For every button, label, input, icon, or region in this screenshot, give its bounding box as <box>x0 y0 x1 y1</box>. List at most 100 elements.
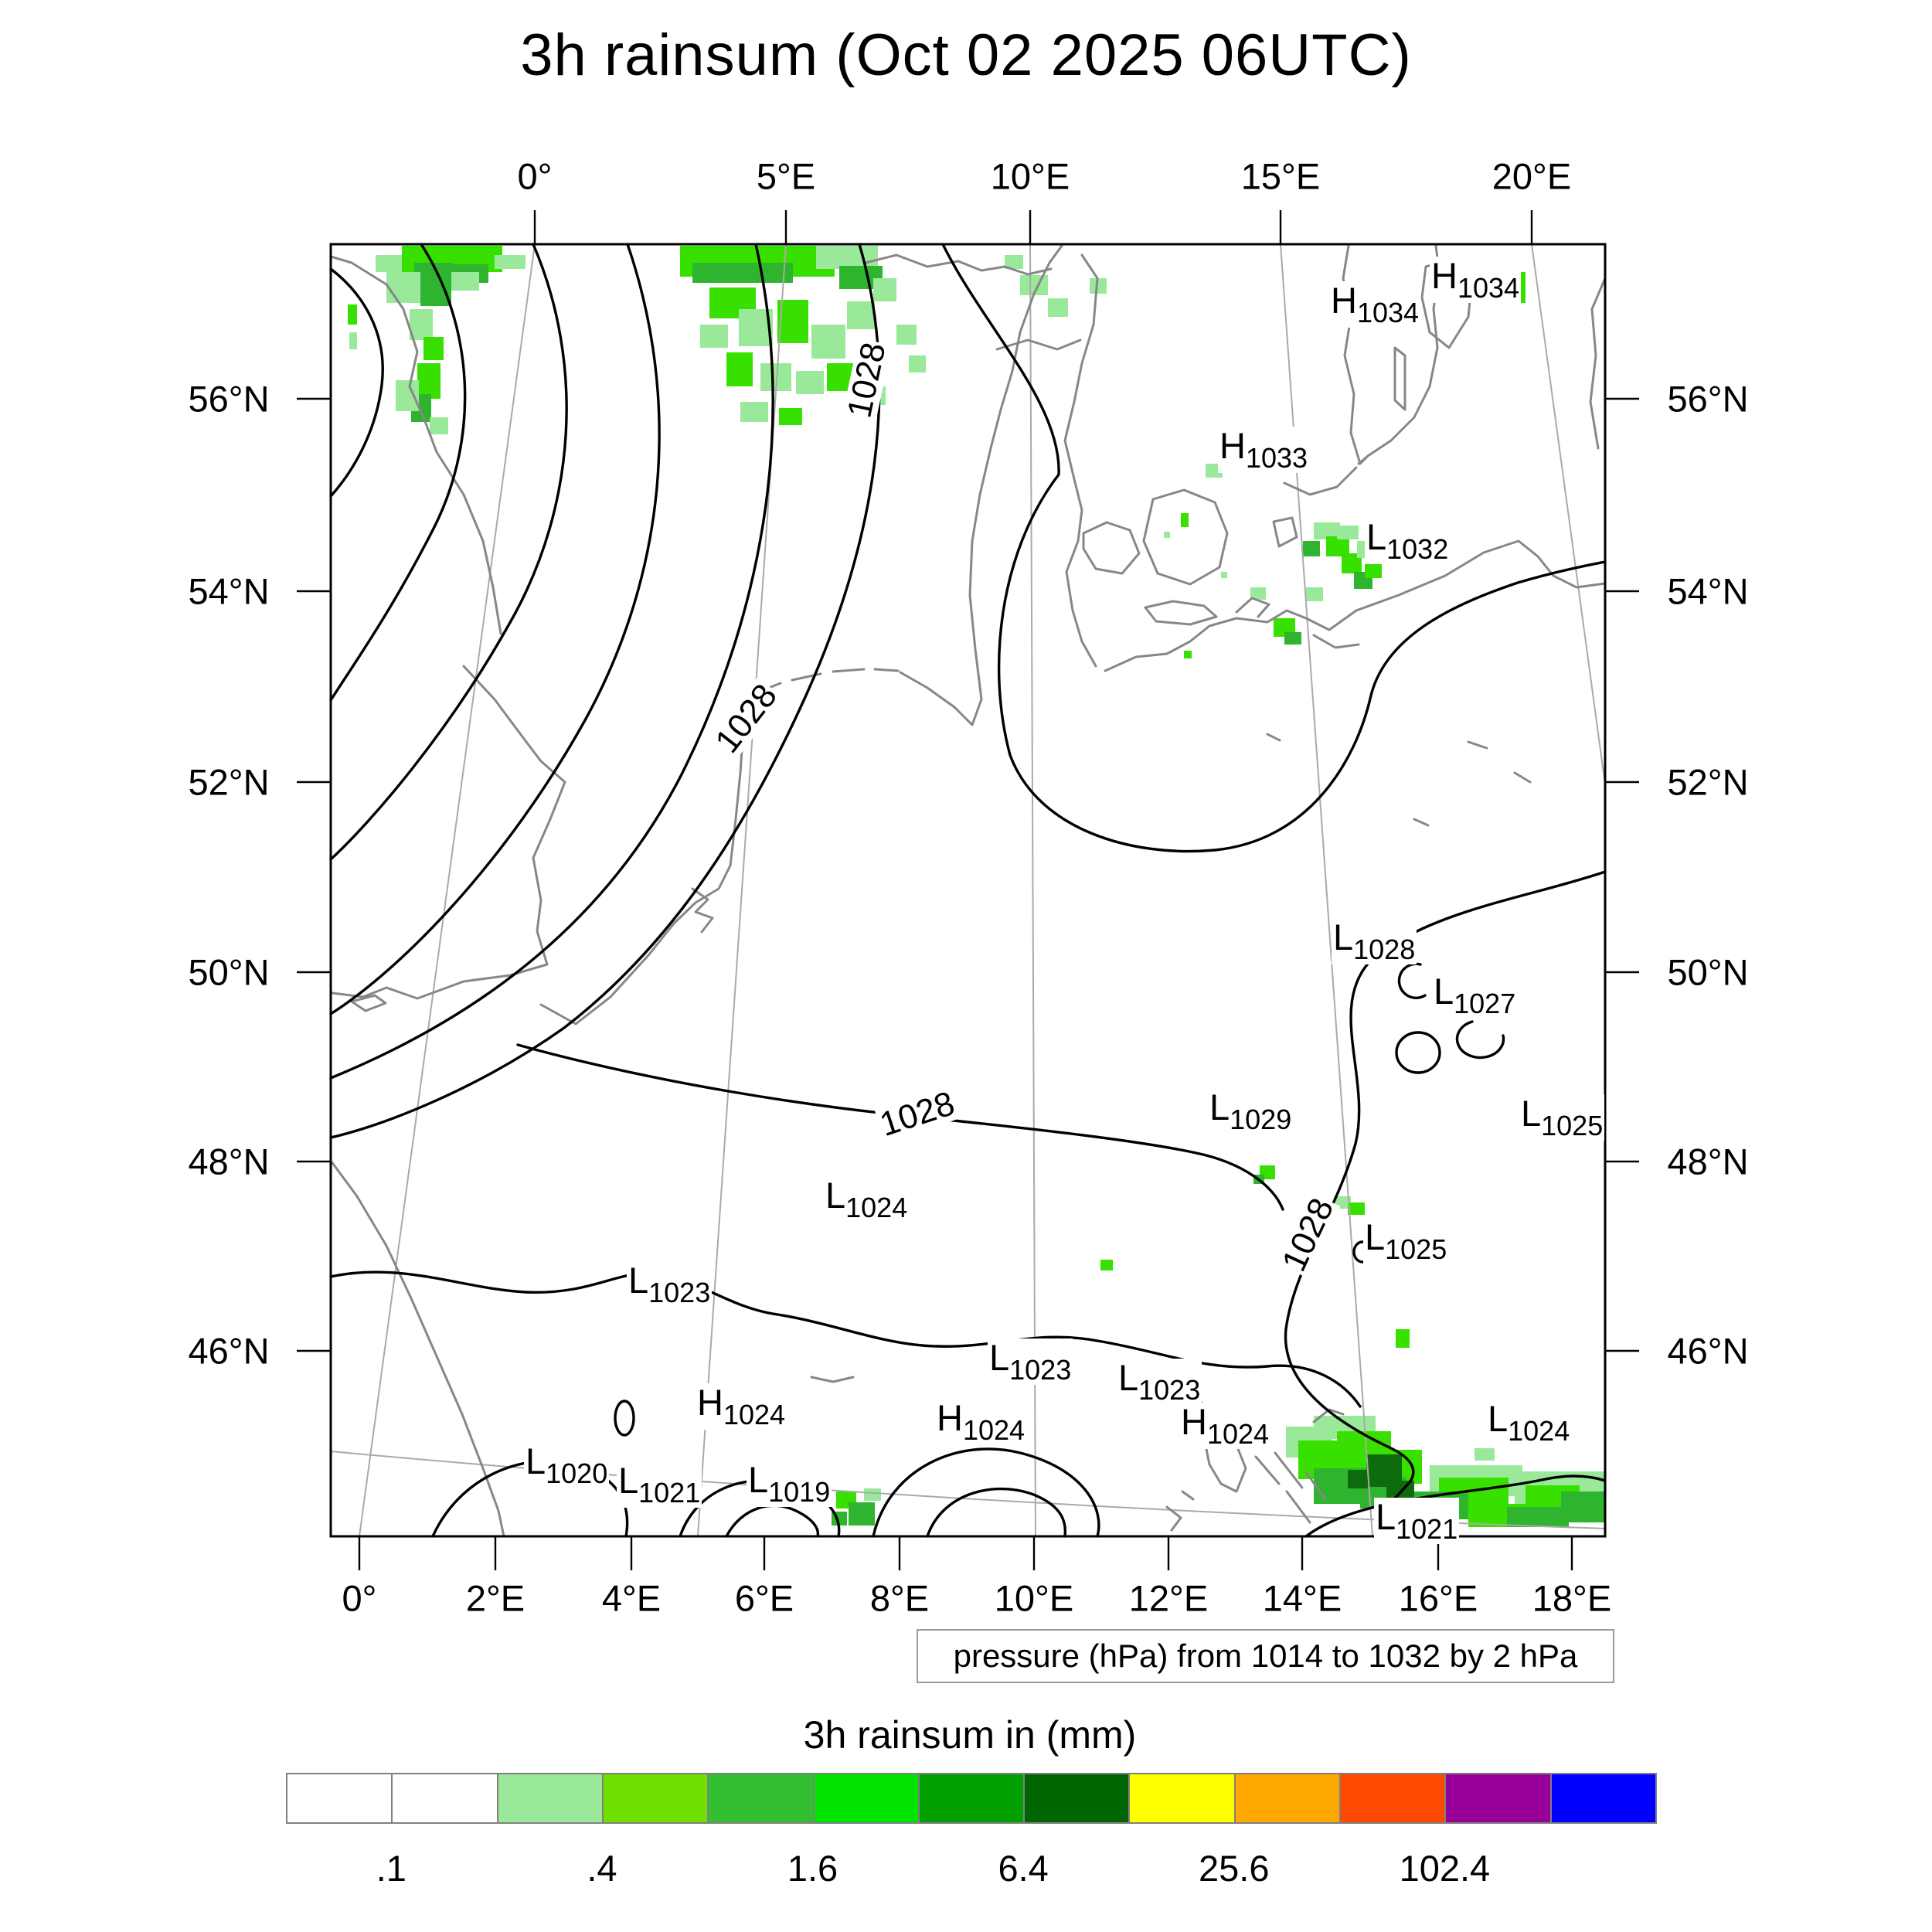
rain-cell <box>1164 532 1170 538</box>
colorbar-tick-label: 102.4 <box>1399 1848 1491 1889</box>
right-axis-label: 56°N <box>1667 378 1749 420</box>
left-axis-label: 54°N <box>188 570 270 612</box>
rain-cell <box>896 325 917 345</box>
colorbar-cell <box>1444 1773 1552 1824</box>
rain-cell <box>1475 1448 1495 1461</box>
pressure-center-value: 1024 <box>723 1399 786 1430</box>
pressure-center-value: 1023 <box>1138 1374 1201 1406</box>
bottom-axis-label: 16°E <box>1398 1577 1478 1619</box>
pressure-center-letter: H <box>937 1397 963 1438</box>
coastlines <box>329 244 1607 1538</box>
left-axis-label: 56°N <box>188 378 270 420</box>
rain-cells-layer <box>348 246 1605 1527</box>
pressure-center-letter: L <box>628 1260 649 1301</box>
pressure-center-letter: L <box>1209 1087 1230 1128</box>
pressure-center-l1021: L1021 <box>1374 1498 1460 1544</box>
pressure-contours <box>329 243 1607 1538</box>
pressure-caption-text: pressure (hPa) from 1014 to 1032 by 2 hP… <box>953 1638 1578 1674</box>
rain-cell <box>348 304 357 325</box>
rain-cell <box>1337 526 1359 539</box>
pressure-center-value: 1024 <box>962 1414 1026 1446</box>
rain-cell <box>1284 632 1301 645</box>
rain-cell <box>1348 1470 1368 1488</box>
pressure-center-letter: H <box>1431 255 1458 296</box>
rain-cell <box>1048 298 1068 317</box>
bottom-axis-label: 2°E <box>465 1577 526 1619</box>
colorbar-cell <box>601 1773 709 1824</box>
rain-cell <box>692 263 793 283</box>
pressure-center-l1025: L1025 <box>1363 1216 1449 1265</box>
rain-cell <box>1005 255 1023 269</box>
colorbar-tick-label: 25.6 <box>1199 1848 1270 1889</box>
bottom-axis-label: 8°E <box>869 1577 930 1619</box>
pressure-center-value: 1034 <box>1356 297 1420 328</box>
colorbar-tick-label: 1.6 <box>787 1848 838 1889</box>
rain-cell <box>796 371 824 394</box>
pressure-center-h1034: H1034 <box>1430 255 1522 304</box>
pressure-center-value: 1024 <box>1508 1415 1570 1447</box>
pressure-center-letter: L <box>1366 516 1387 557</box>
pressure-center-value: 1034 <box>1457 272 1520 304</box>
top-axis-label: 15°E <box>1240 155 1321 197</box>
rain-cell <box>1221 572 1227 578</box>
rain-cell <box>811 325 845 359</box>
rain-cell <box>700 325 728 348</box>
colorbar-tick-label: 6.4 <box>998 1848 1049 1889</box>
right-axis-label: 50°N <box>1667 951 1749 993</box>
pressure-center-letter: H <box>697 1382 723 1423</box>
pressure-center-l1023: L1023 <box>627 1260 713 1308</box>
top-axis-label: 0° <box>517 155 553 197</box>
pressure-center-value: 1024 <box>845 1192 908 1223</box>
top-axis-label: 20°E <box>1492 155 1572 197</box>
rain-cell <box>1100 1260 1113 1270</box>
rain-cell <box>417 363 440 399</box>
pressure-center-letter: H <box>1219 425 1246 466</box>
pressure-center-value: 1025 <box>1385 1233 1447 1265</box>
pressure-center-letter: L <box>748 1459 769 1500</box>
pressure-center-letter: L <box>989 1337 1010 1378</box>
colorbar-title: 3h rainsum in (mm) <box>803 1713 1137 1757</box>
bottom-axis-label: 14°E <box>1262 1577 1342 1619</box>
pressure-center-l1027: L1027 <box>1432 971 1518 1019</box>
rain-cell <box>376 255 406 272</box>
rain-cell <box>1561 1492 1605 1522</box>
pressure-center-letter: L <box>1365 1216 1386 1257</box>
colorbar-cell <box>812 1773 920 1824</box>
rain-cell <box>453 249 499 264</box>
pressure-center-value: 1025 <box>1541 1110 1604 1141</box>
rain-cell <box>873 278 896 301</box>
pressure-center-value: 1029 <box>1230 1104 1292 1135</box>
pressure-center-h1024: H1024 <box>1179 1403 1271 1449</box>
right-axis-label: 52°N <box>1667 761 1749 803</box>
pressure-center-value: 1028 <box>1353 934 1416 965</box>
bottom-axis-label: 10°E <box>994 1577 1074 1619</box>
pressure-center-value: 1033 <box>1245 442 1308 474</box>
rain-cell <box>1326 536 1349 556</box>
pressure-center-l1021: L1021 <box>617 1461 702 1508</box>
pressure-center-letter: L <box>1434 971 1454 1012</box>
left-axis-label: 52°N <box>188 761 270 803</box>
pressure-center-h1034: H1034 <box>1329 281 1421 328</box>
pressure-center-l1020: L1020 <box>524 1442 610 1488</box>
rain-cell <box>430 417 448 434</box>
rain-cell <box>909 355 926 372</box>
rain-cell <box>495 255 526 269</box>
colorbar-cell <box>1128 1773 1236 1824</box>
pressure-center-l1024: L1024 <box>824 1176 910 1223</box>
pressure-center-l1025: L1025 <box>1519 1094 1605 1141</box>
top-axis-label: 10°E <box>990 155 1070 197</box>
rain-cell <box>849 1502 875 1526</box>
rain-cell <box>423 337 444 360</box>
rain-cell <box>779 408 802 425</box>
pressure-center-value: 1027 <box>1454 988 1516 1019</box>
pressure-center-value: 1019 <box>768 1476 831 1508</box>
rain-cell <box>1181 513 1189 527</box>
pressure-center-l1019: L1019 <box>747 1461 832 1507</box>
pressure-center-h1033: H1033 <box>1218 425 1310 474</box>
rain-cell <box>777 300 808 343</box>
colorbar-cell <box>917 1773 1026 1824</box>
rain-cell <box>349 332 357 349</box>
pressure-center-value: 1032 <box>1386 533 1449 565</box>
left-axis-label: 48°N <box>188 1141 270 1182</box>
colorbar-cell <box>286 1773 393 1824</box>
